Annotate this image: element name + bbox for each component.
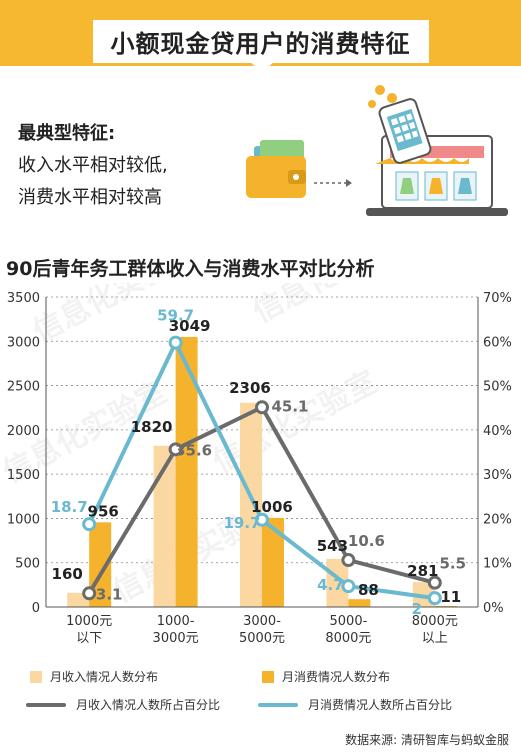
legend-item-income-bar: 月收入情况人数分布 [30, 668, 158, 685]
bar [348, 599, 371, 607]
data-label: 5.5 [440, 555, 467, 573]
legend-swatch [262, 670, 274, 683]
y-tick-right: 10% [483, 557, 512, 572]
data-label: 45.1 [271, 397, 308, 415]
line-point [168, 442, 183, 457]
data-label: 2306 [229, 379, 271, 397]
feature-text: 最典型特征: 收入水平相对较低, 消费水平相对较高 [18, 118, 168, 214]
y-tick-right: 30% [483, 468, 512, 483]
line-layer [82, 335, 442, 606]
page-title: 小额现金贷用户的消费特征 [92, 19, 429, 63]
data-label: 3.1 [96, 585, 123, 603]
data-label: 1820 [131, 418, 173, 436]
x-tick-label: 3000- [243, 614, 281, 629]
bar [262, 517, 284, 607]
data-label: 18.7 [51, 498, 88, 516]
y-tick-left: 2500 [7, 380, 40, 395]
x-tick-label: 5000元 [239, 631, 285, 646]
data-label: 3049 [169, 317, 211, 335]
y-tick-left: 3000 [7, 335, 40, 350]
y-tick-right: 20% [483, 512, 512, 527]
legend-label: 月收入情况人数分布 [50, 670, 159, 684]
data-label: 88 [358, 581, 379, 599]
bar [326, 558, 349, 607]
y-tick-right: 40% [483, 424, 512, 439]
feature-head: 最典型特征: [18, 123, 116, 144]
x-tick-label: 1000元 [66, 614, 112, 629]
bar [153, 445, 176, 607]
x-tick-label: 以上 [422, 631, 448, 646]
line-point [255, 512, 269, 527]
y-tick-left: 1000 [7, 512, 40, 527]
x-tick-label: 以下 [76, 631, 102, 646]
x-tick-label: 8000元 [412, 614, 458, 629]
legend-item-spend-bar: 月消费情况人数分布 [262, 668, 390, 685]
line-point [341, 579, 356, 594]
wallet-icon [246, 140, 306, 198]
line-point [82, 517, 97, 532]
data-label: 4.7 [317, 576, 344, 594]
feature-line-1: 收入水平相对较低, [18, 155, 168, 176]
bar [240, 402, 262, 607]
y-tick-left: 500 [15, 557, 40, 572]
line-point [168, 335, 183, 350]
feature-line-2: 消费水平相对较高 [18, 187, 162, 208]
data-label: 59.7 [157, 307, 194, 325]
data-label: 35.6 [175, 441, 212, 459]
data-label: 543 [317, 537, 348, 555]
laptop-shop-icon [366, 85, 508, 216]
data-label-layer: 160 1820 2306 543 281 956 3049 1006 88 11 3.1 35.6 4… [51, 307, 466, 619]
line-point [427, 575, 442, 590]
legend-item-income-line: 月收入情况人数所占百分比 [26, 696, 220, 713]
data-label: 160 [52, 565, 83, 583]
y-tick-left: 0 [32, 601, 40, 616]
y-tick-right: 60% [483, 335, 512, 350]
y-tick-left: 3500 [7, 291, 40, 306]
bar [175, 336, 198, 607]
y-tick-right: 70% [483, 291, 512, 306]
x-tick-label: 8000元 [325, 631, 371, 646]
line-point [427, 591, 442, 606]
combo-chart: 信息化实验室信息化实验室信息化实验室信息化实验室信息化实验室 050010001… [0, 283, 512, 646]
legend-swatch [30, 670, 42, 683]
line-point [341, 553, 356, 568]
legend-line [258, 702, 298, 707]
line-point [82, 586, 97, 601]
y-tick-left: 2000 [7, 424, 40, 439]
legend-item-spend-line: 月消费情况人数所占百分比 [258, 696, 452, 713]
data-label: 2 [412, 600, 422, 618]
bar-layer [67, 336, 457, 607]
legend-label: 月消费情况人数分布 [282, 670, 391, 684]
data-label: 11 [440, 588, 461, 606]
illustration [246, 85, 508, 216]
data-label: 956 [88, 502, 119, 520]
legend-line [26, 702, 66, 707]
x-tick-label: 1000- [157, 614, 195, 629]
data-label: 281 [407, 562, 438, 580]
x-tick-label: 3000元 [153, 631, 199, 646]
y-tick-right: 0% [483, 601, 504, 616]
y-tick-left: 1500 [7, 468, 40, 483]
legend-label: 月收入情况人数所占百分比 [76, 698, 221, 712]
x-tick-label: 5000- [330, 614, 368, 629]
data-label: 10.6 [348, 532, 385, 550]
data-source: 数据来源: 清研智库与蚂蚁金服 [345, 733, 509, 747]
dashed-arrow-icon [314, 179, 352, 187]
axes: 0 500 1000 1500 2000 2500 3000 3500 0% 10% 20% 30% 4… [7, 291, 512, 646]
data-label: 1006 [251, 498, 293, 516]
title-wrapper: 小额现金贷用户的消费特征 [0, 18, 521, 64]
banner-notch [250, 62, 274, 72]
legend-label: 月消费情况人数所占百分比 [308, 698, 453, 712]
line-point [255, 400, 269, 415]
data-label: 19.7 [223, 514, 260, 532]
legend: 月收入情况人数分布 月消费情况人数分布 月收入情况人数所占百分比 月消费情况人数… [0, 660, 521, 730]
watermark-text: 信息化实验室 [247, 283, 422, 330]
chart-title: 90后青年务工群体收入与消费水平对比分析 [6, 258, 375, 280]
y-tick-right: 50% [483, 380, 512, 395]
